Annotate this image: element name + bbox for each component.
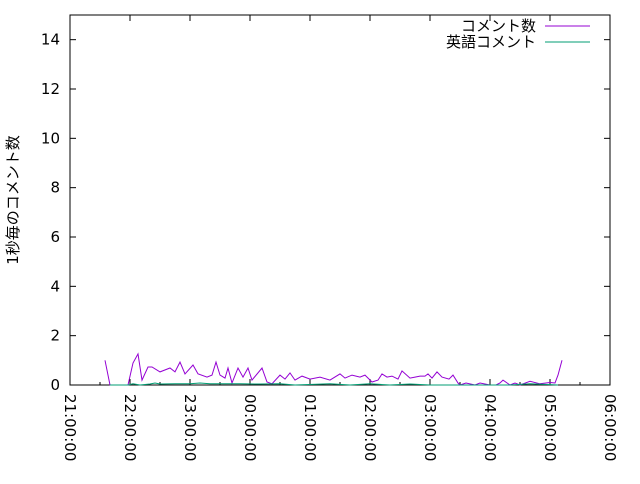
- y-axis-label: 1秒毎のコメント数: [4, 135, 22, 265]
- y-tick-label: 2: [50, 327, 60, 345]
- y-tick-label: 0: [50, 376, 60, 394]
- y-tick-label: 14: [41, 31, 60, 49]
- y-tick-label: 10: [41, 129, 60, 147]
- x-tick-label: 03:00:00: [421, 394, 439, 461]
- legend-label: コメント数: [461, 17, 536, 35]
- x-tick-label: 22:00:00: [121, 394, 139, 461]
- x-tick-label: 05:00:00: [541, 394, 559, 461]
- x-tick-label: 01:00:00: [301, 394, 319, 461]
- x-tick-label: 02:00:00: [361, 394, 379, 461]
- y-tick-label: 8: [50, 179, 60, 197]
- plot-border: [69, 14, 611, 386]
- legend-label: 英語コメント: [446, 33, 536, 51]
- x-tick-label: 00:00:00: [241, 394, 259, 461]
- x-tick-label: 21:00:00: [61, 394, 79, 461]
- x-tick-label: 23:00:00: [181, 394, 199, 461]
- x-tick-label: 06:00:00: [601, 394, 619, 461]
- y-tick-label: 4: [50, 277, 60, 295]
- series-line: [104, 352, 563, 386]
- series-line: [110, 382, 559, 386]
- x-tick-label: 04:00:00: [481, 394, 499, 461]
- y-tick-label: 6: [50, 228, 60, 246]
- y-tick-label: 12: [41, 80, 60, 98]
